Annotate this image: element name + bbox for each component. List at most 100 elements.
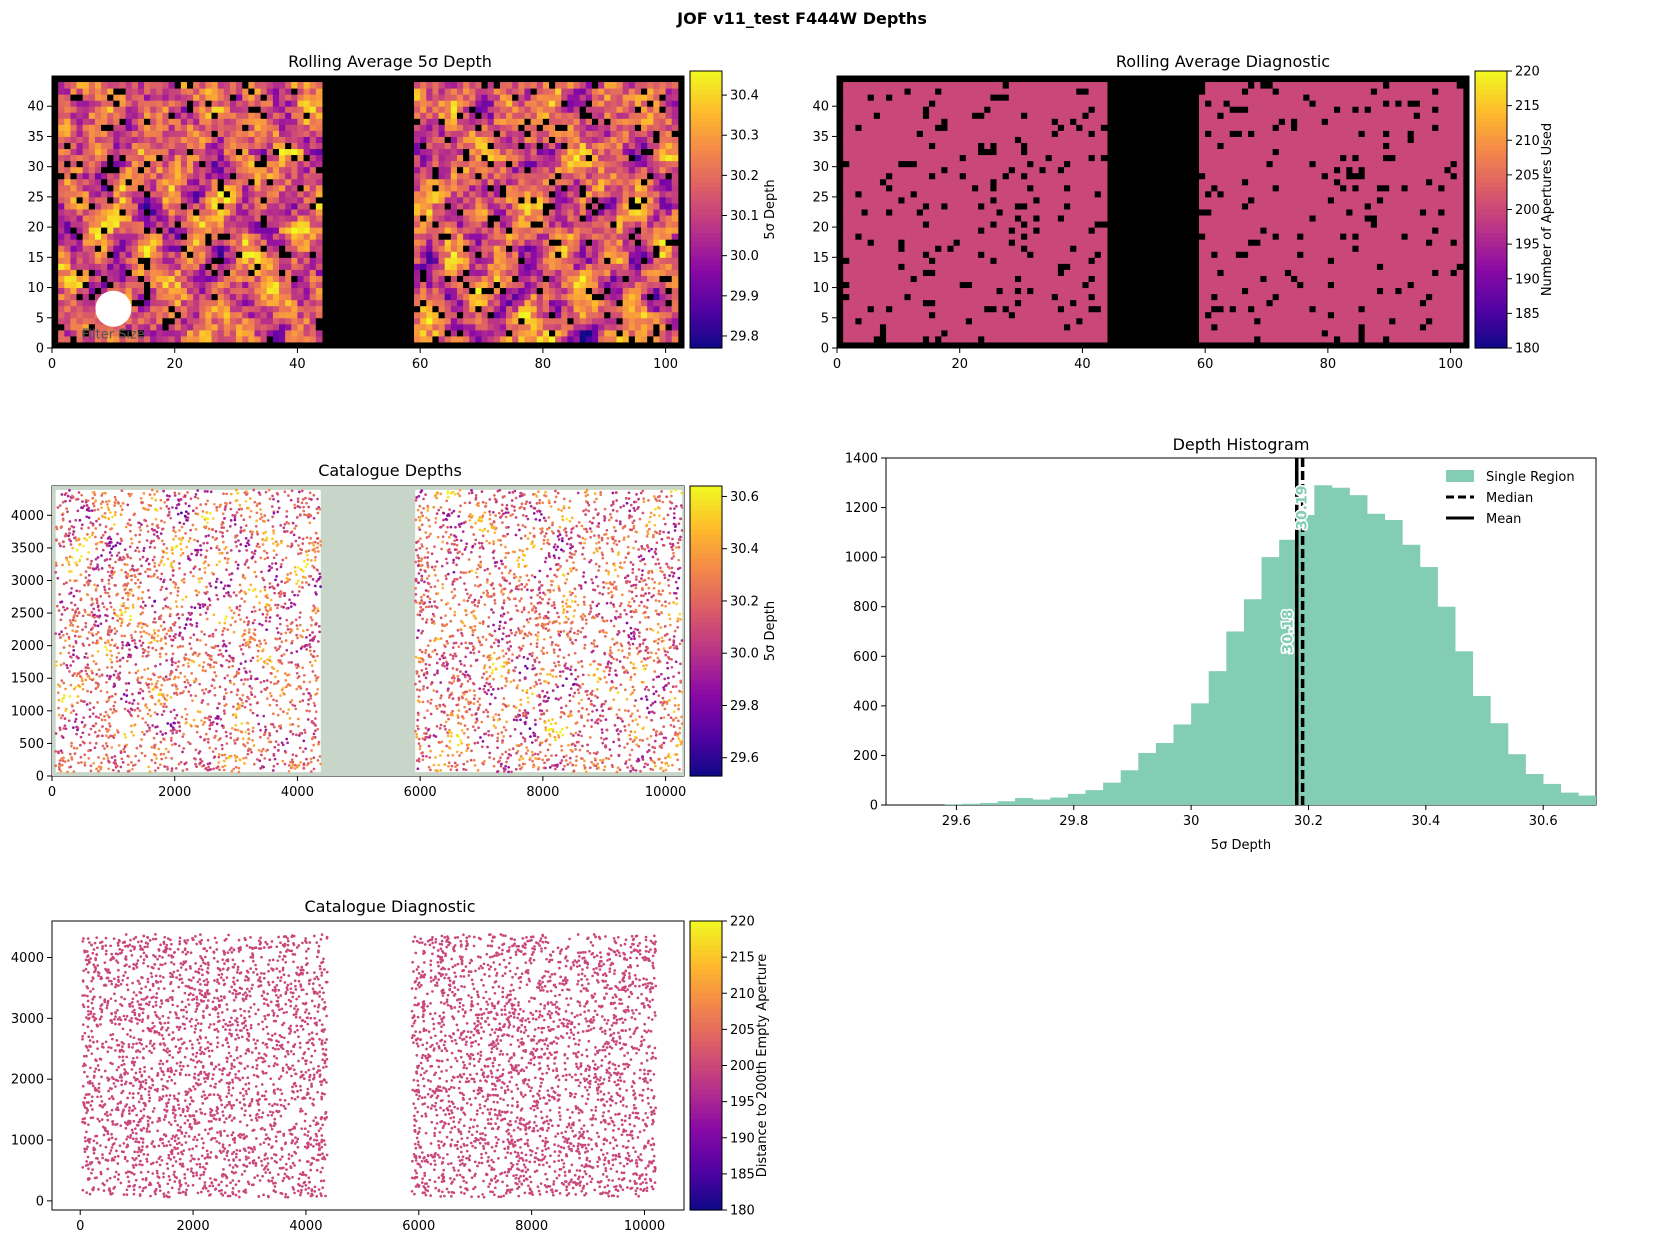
heatmap-cell: [916, 148, 924, 156]
heatmap-cell: [420, 184, 427, 192]
heatmap-cell: [125, 208, 133, 216]
heatmap-cell: [929, 311, 936, 319]
heatmap-cell: [432, 124, 440, 131]
heatmap-cell: [236, 154, 243, 162]
heatmap-cell: [199, 311, 206, 319]
heatmap-cell: [573, 100, 581, 107]
heatmap-cell: [205, 100, 213, 107]
heatmap-cell: [297, 190, 305, 198]
heatmap-cell: [524, 335, 532, 343]
heatmap-cell: [475, 82, 483, 89]
heatmap-cell: [272, 335, 280, 343]
heatmap-cell: [947, 106, 955, 113]
heatmap-cell: [315, 233, 323, 240]
heatmap-cell: [929, 263, 936, 270]
heatmap-cell: [236, 166, 243, 174]
heatmap-cell: [855, 275, 863, 283]
heatmap-cell: [236, 190, 243, 198]
heatmap-cell: [965, 160, 973, 168]
heatmap-cell: [855, 251, 863, 258]
heatmap-cell: [922, 263, 930, 270]
heatmap-cell: [892, 208, 899, 216]
heatmap-cell: [279, 329, 286, 337]
heatmap-cell: [910, 100, 918, 107]
heatmap-cell: [953, 106, 961, 113]
heatmap-cell: [512, 269, 519, 276]
heatmap-cell: [131, 160, 139, 168]
heatmap-cell: [315, 100, 323, 107]
heatmap-cell: [653, 293, 660, 301]
heatmap-cell: [879, 184, 887, 192]
heatmap-cell: [524, 239, 532, 246]
heatmap-cell: [64, 166, 71, 174]
heatmap-cell: [260, 136, 268, 143]
heatmap-cell: [444, 275, 452, 283]
heatmap-cell: [186, 118, 194, 125]
heatmap-cell: [279, 100, 286, 107]
heatmap-cell: [585, 142, 593, 150]
heatmap-cell: [959, 82, 967, 89]
heatmap-cell: [647, 196, 654, 204]
heatmap-cell: [76, 166, 84, 174]
heatmap-cell: [217, 233, 225, 240]
heatmap-cell: [591, 100, 599, 107]
heatmap-cell: [867, 293, 875, 301]
heatmap-cell: [260, 100, 268, 107]
heatmap-cell: [309, 148, 317, 156]
heatmap-cell: [959, 166, 967, 174]
colorbar-depth-gradient-step: [690, 315, 722, 321]
heatmap-cell: [536, 269, 544, 276]
heatmap-cell: [414, 257, 421, 264]
heatmap-cell: [481, 124, 489, 131]
heatmap-cell: [892, 160, 899, 168]
heatmap-cell: [107, 329, 114, 337]
heatmap-cell: [524, 263, 532, 270]
heatmap-cell: [217, 124, 225, 131]
heatmap-cell: [76, 245, 84, 252]
heatmap-cell: [634, 263, 642, 270]
heatmap-cell: [984, 160, 991, 168]
colorbar-depth-gradient-step: [690, 71, 722, 77]
heatmap-cell: [199, 293, 206, 301]
heatmap-cell: [671, 263, 679, 270]
heatmap-cell: [628, 148, 636, 156]
heatmap-cell: [309, 88, 317, 95]
heatmap-cell: [892, 202, 899, 210]
heatmap-cell: [131, 251, 139, 258]
heatmap-cell: [426, 329, 433, 337]
heatmap-cell: [82, 233, 90, 240]
heatmap-cell: [855, 154, 863, 162]
heatmap-cell: [849, 172, 856, 180]
heatmap-cell: [205, 160, 213, 168]
heatmap-cell: [867, 251, 875, 258]
heatmap-cell: [953, 335, 961, 343]
heatmap-cell: [432, 88, 440, 95]
heatmap-cell: [628, 202, 636, 210]
heatmap-cell: [524, 293, 532, 301]
heatmap-cell: [82, 221, 90, 228]
heatmap-cell: [536, 130, 544, 137]
heatmap-cell: [579, 100, 587, 107]
heatmap-cell: [248, 208, 255, 216]
heatmap-cell: [984, 281, 991, 289]
heatmap-cell: [579, 112, 587, 119]
heatmap-cell: [518, 299, 525, 307]
heatmap-cell: [236, 208, 243, 216]
heatmap-cell: [119, 323, 127, 331]
heatmap-cell: [131, 208, 139, 216]
heatmap-cell: [272, 215, 280, 222]
heatmap-cell: [984, 251, 991, 258]
heatmap-cell: [929, 136, 936, 143]
heatmap-cell: [242, 136, 249, 143]
heatmap-cell: [168, 184, 176, 192]
heatmap-cell: [978, 88, 985, 95]
heatmap-cell: [904, 329, 912, 337]
heatmap-cell: [199, 178, 206, 186]
heatmap-cell: [929, 281, 936, 289]
heatmap-cell: [254, 124, 262, 131]
heatmap-cell: [506, 257, 513, 264]
heatmap-cell: [137, 269, 145, 276]
heatmap-cell: [113, 118, 120, 125]
heatmap-cell: [272, 269, 280, 276]
heatmap-cell: [671, 106, 679, 113]
